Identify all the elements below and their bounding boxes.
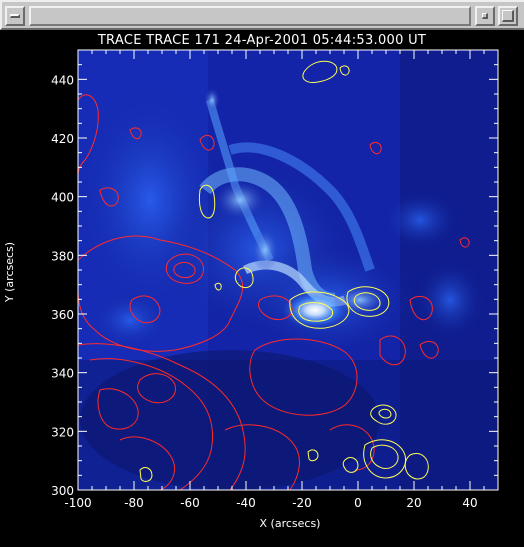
x-tick-label: -20	[292, 496, 312, 510]
minimize-icon	[482, 13, 488, 19]
x-tick-label: -80	[124, 496, 144, 510]
y-tick-label: 300	[51, 484, 74, 498]
window-menu-icon	[10, 14, 20, 18]
y-axis: 300 320 340 360 380 400 420 440	[51, 49, 498, 498]
x-axis: -100 -80 -60 -40 -20 0 20 40	[64, 50, 499, 510]
y-tick-label: 380	[51, 249, 74, 263]
x-axis-label: X (arcsecs)	[260, 517, 321, 530]
y-tick-label: 320	[51, 425, 74, 439]
x-tick-label: -40	[236, 496, 256, 510]
maximize-icon	[502, 10, 514, 22]
window-title-drag-area[interactable]	[29, 6, 471, 26]
y-axis-label: Y (arcsecs)	[3, 242, 16, 303]
y-tick-label: 400	[51, 191, 74, 205]
maximize-button[interactable]	[498, 6, 518, 26]
y-tick-label: 440	[51, 73, 74, 87]
x-tick-label: 0	[354, 496, 362, 510]
window-menu-button[interactable]	[5, 6, 25, 26]
red-contour-layer	[78, 94, 470, 490]
window-titlebar[interactable]	[0, 0, 524, 30]
x-tick-label: -100	[64, 496, 91, 510]
y-tick-label: 420	[51, 132, 74, 146]
y-tick-label: 340	[51, 367, 74, 381]
yellow-contour-layer	[139, 60, 429, 482]
x-tick-label: 40	[462, 496, 477, 510]
x-tick-label: 20	[406, 496, 421, 510]
minimize-button[interactable]	[475, 6, 495, 26]
y-tick-label: 360	[51, 308, 74, 322]
plot-title: TRACE TRACE 171 24-Apr-2001 05:44:53.000…	[97, 33, 427, 48]
x-tick-label: -60	[180, 496, 200, 510]
